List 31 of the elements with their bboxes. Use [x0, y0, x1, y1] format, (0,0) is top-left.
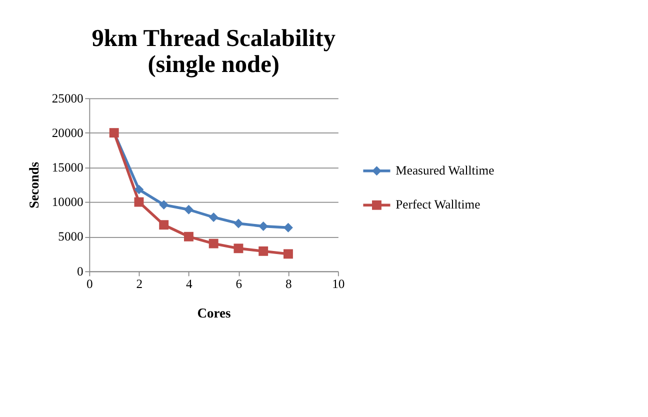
y-axis-title: Seconds [26, 162, 42, 208]
y-tick-label: 0 [77, 264, 84, 278]
y-tick-label: 10000 [52, 195, 84, 210]
x-tick-label: 2 [136, 276, 143, 291]
point [258, 222, 268, 231]
y-tick-label: 5000 [58, 230, 84, 244]
point [184, 232, 194, 242]
point [234, 218, 244, 228]
x-tick-label: 0 [86, 276, 93, 291]
point [208, 212, 218, 222]
point [234, 244, 244, 254]
point [184, 204, 194, 214]
point [283, 249, 293, 259]
x-tick-label: 10 [332, 276, 345, 291]
x-tick-label: 4 [186, 276, 194, 291]
legend-label: Perfect Walltime [396, 198, 481, 212]
y-tick-label: 20000 [52, 126, 84, 140]
x-tick-label: 6 [236, 276, 242, 291]
legend-label: Measured Walltime [396, 163, 495, 178]
point [159, 220, 169, 230]
point [258, 246, 268, 256]
point [283, 222, 293, 232]
point [134, 197, 144, 207]
point [208, 238, 218, 248]
y-tick-label: 25000 [52, 91, 84, 106]
point [134, 184, 144, 194]
point [159, 200, 169, 210]
y-tick-label: 15000 [52, 160, 84, 174]
chart-title: 9km Thread Scalability (single node) [92, 24, 336, 78]
x-axis-title: Cores [197, 306, 231, 321]
x-tick-label: 8 [286, 276, 292, 291]
